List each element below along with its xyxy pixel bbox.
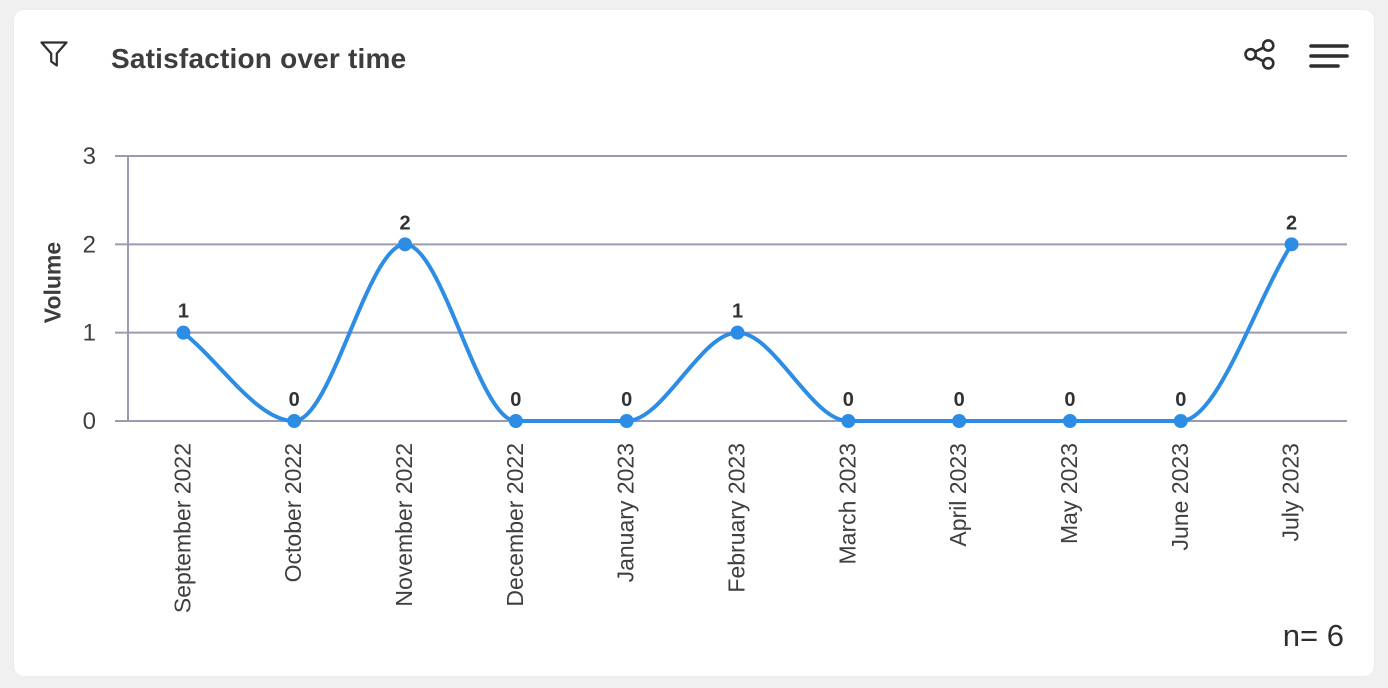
data-label: 0 (1064, 389, 1075, 411)
data-point-marker[interactable] (176, 325, 191, 340)
x-tick-label: April 2023 (945, 443, 971, 547)
data-label: 0 (289, 389, 300, 411)
x-tick-label: July 2023 (1278, 443, 1304, 541)
data-label: 1 (178, 301, 189, 323)
share-icon[interactable] (1242, 36, 1278, 74)
series-line (181, 242, 1294, 424)
x-tick-label: October 2022 (280, 443, 306, 582)
data-label: 2 (399, 212, 410, 234)
data-point-marker[interactable] (730, 325, 745, 340)
data-point-marker[interactable] (287, 414, 302, 428)
y-tick-label: 2 (83, 231, 96, 258)
data-label: 0 (510, 389, 521, 411)
x-tick-label: December 2022 (502, 443, 528, 607)
sample-size-label: n= 6 (1282, 618, 1344, 653)
share-icon-glyph (1244, 39, 1275, 70)
data-label: 0 (621, 389, 632, 411)
data-label: 0 (1175, 389, 1186, 411)
x-tick-label: February 2023 (724, 443, 750, 593)
x-tick-label: November 2022 (391, 443, 417, 607)
x-tick-label: June 2023 (1167, 443, 1193, 550)
chart-title: Satisfaction over time (111, 43, 407, 74)
data-label: 0 (954, 389, 965, 411)
y-tick-label: 3 (83, 143, 96, 170)
x-tick-label: January 2023 (613, 443, 639, 582)
y-tick-label: 0 (83, 408, 96, 435)
data-point-marker[interactable] (508, 414, 523, 428)
data-point-marker[interactable] (1284, 237, 1299, 252)
hamburger-icon-glyph (1309, 44, 1349, 68)
x-tick-label: March 2023 (834, 443, 860, 564)
data-label: 0 (843, 389, 854, 411)
data-label: 1 (732, 301, 743, 323)
data-point-marker[interactable] (841, 414, 856, 428)
menu-icon[interactable] (1308, 38, 1350, 72)
chart-card: Satisfaction over time 0 1 2 3 September 202… (14, 10, 1374, 676)
data-point-marker[interactable] (1062, 414, 1077, 428)
line-chart: 0 1 2 3 September 2022 October 2022 November 2… (83, 143, 1347, 613)
y-tick-label: 1 (83, 320, 96, 347)
data-point-marker[interactable] (619, 414, 634, 428)
filter-icon[interactable] (38, 38, 70, 72)
y-axis-title: Volume (39, 241, 66, 324)
x-tick-label: September 2022 (169, 443, 195, 613)
funnel-icon-glyph (40, 41, 68, 67)
x-tick-label: May 2023 (1056, 443, 1082, 544)
data-point-marker[interactable] (1173, 414, 1188, 428)
data-point-marker[interactable] (952, 414, 967, 428)
data-label: 2 (1286, 212, 1297, 234)
data-point-marker[interactable] (398, 237, 413, 252)
